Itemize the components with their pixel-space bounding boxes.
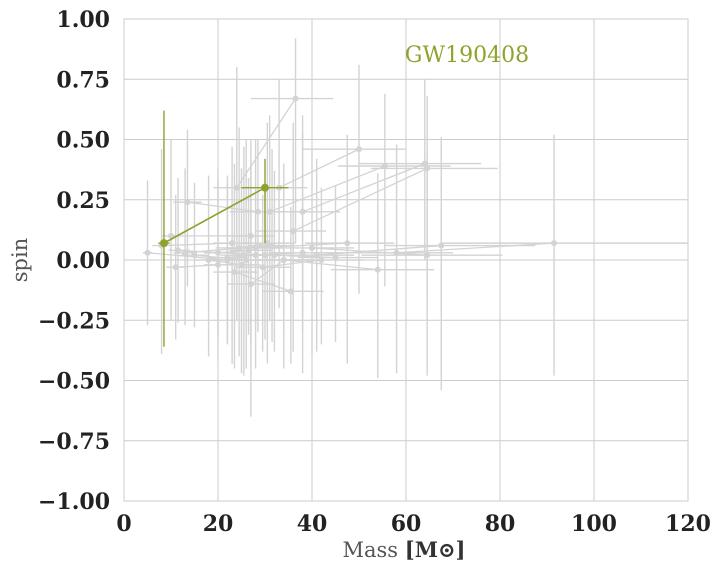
background-event-marker — [551, 240, 558, 247]
background-event-marker — [245, 247, 252, 254]
background-event-marker — [172, 264, 179, 271]
background-event-connector — [396, 242, 555, 254]
background-event-marker — [243, 257, 250, 263]
background-event-marker — [381, 163, 388, 170]
background-event-marker — [233, 184, 240, 191]
highlight-event-marker — [159, 239, 168, 248]
background-event-marker — [309, 244, 315, 251]
background-event-marker — [280, 257, 287, 263]
background-event-connector — [283, 259, 378, 271]
background-event-connector — [302, 162, 426, 213]
background-event-connector — [234, 271, 292, 292]
background-event-connector — [316, 244, 442, 256]
background-event-marker — [332, 254, 339, 261]
x-tick-label: 0 — [116, 511, 131, 537]
x-tick-label: 80 — [485, 511, 516, 537]
background-event-connector — [147, 252, 228, 261]
y-axis-ticks: 1.00 0.75 0.50 0.25 0.00 −0.25 −0.50 −0.75 −1.00 — [38, 7, 110, 515]
x-tick-label: 100 — [571, 511, 617, 537]
background-event-marker — [438, 242, 445, 249]
x-tick-label: 20 — [203, 511, 234, 537]
background-event-marker — [259, 264, 266, 271]
background-event-marker — [168, 232, 174, 239]
background-event-marker — [290, 228, 297, 235]
x-axis-ticks: 0 20 40 60 80 100 120 — [116, 511, 711, 537]
background-event-marker — [292, 95, 299, 102]
event-annotation: GW190408 — [405, 43, 529, 68]
background-event-marker — [231, 269, 238, 276]
background-event-marker — [374, 266, 381, 273]
background-event-connector — [208, 259, 242, 266]
y-tick-label: 0.75 — [56, 67, 110, 93]
y-tick-label: 0.00 — [56, 248, 110, 274]
background-event-marker — [356, 146, 362, 153]
background-event-marker — [191, 252, 198, 259]
x-axis-label-unit: [M⊙] — [405, 537, 466, 562]
background-event-marker — [254, 208, 261, 215]
background-event-marker — [262, 252, 268, 259]
highlight-series — [158, 110, 289, 347]
background-event-marker — [264, 240, 271, 247]
background-event-marker — [144, 249, 151, 256]
background-event-marker — [229, 240, 236, 247]
x-tick-label: 60 — [391, 511, 422, 537]
background-event-marker — [269, 242, 276, 249]
background-event-connector — [269, 165, 386, 213]
background-event-marker — [424, 252, 431, 259]
background-event-marker — [299, 249, 306, 256]
background-event-connector — [278, 148, 360, 189]
background-series — [142, 38, 688, 417]
y-tick-label: −0.50 — [38, 369, 110, 395]
y-tick-label: −1.00 — [38, 489, 110, 515]
background-event-connector — [194, 254, 247, 261]
y-tick-label: −0.75 — [38, 429, 110, 455]
background-event-marker — [175, 247, 182, 254]
background-event-marker — [287, 288, 294, 295]
y-tick-label: 1.00 — [56, 7, 110, 33]
background-event-connector — [311, 247, 428, 256]
y-tick-label: 0.50 — [56, 128, 110, 154]
highlight-event-marker — [261, 183, 269, 192]
background-event-connector — [292, 167, 428, 232]
background-event-marker — [344, 240, 351, 247]
background-event-marker — [421, 160, 428, 167]
y-tick-label: −0.25 — [38, 308, 110, 334]
background-event-marker — [215, 261, 221, 268]
background-event-marker — [247, 232, 254, 239]
x-tick-label: 120 — [665, 511, 711, 537]
x-axis-label: Mass [M⊙] — [343, 537, 466, 562]
highlight-event-connector — [163, 186, 266, 244]
background-event-marker — [184, 199, 191, 206]
y-axis-label: spin — [8, 238, 32, 282]
background-event-marker — [238, 261, 245, 268]
x-tick-label: 40 — [297, 511, 328, 537]
background-event-marker — [318, 257, 325, 263]
y-tick-label: 0.25 — [56, 188, 110, 214]
x-axis-label-text: Mass — [343, 538, 399, 562]
